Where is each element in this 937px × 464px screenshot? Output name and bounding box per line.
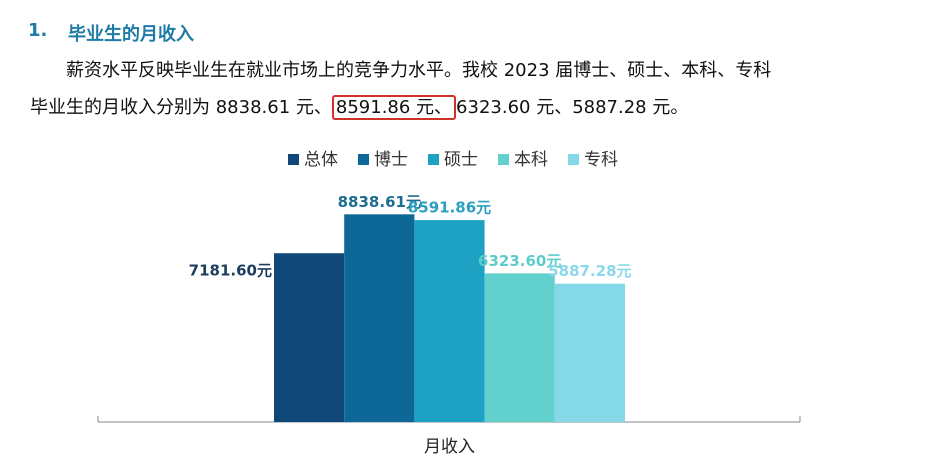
bar [554,283,625,422]
bar [484,273,555,422]
highlight: 8591.86 元、 [331,95,457,120]
legend-label: 博士 [374,150,408,170]
heading-title: 毕业生的月收入 [68,24,194,45]
legend-swatch [358,154,369,165]
legend-swatch [568,154,579,165]
legend-label: 本科 [514,150,548,170]
bar [274,253,345,422]
paragraph-line: 薪资水平反映毕业生在就业市场上的竞争力水平。我校 2023 届博士、硕士、本科、… [66,60,772,81]
text: 6323.60 元、5887.28 元。 [456,97,689,118]
data-label: 7181.60元 [189,262,272,280]
paragraph-line: 毕业生的月收入分别为 8838.61 元、 8591.86 元、 6323.60 元… [30,93,689,120]
x-tick-label: 月收入 [424,437,475,457]
data-label: 8838.61元 [338,193,421,211]
legend-swatch [498,154,509,165]
text: 毕业生的月收入分别为 8838.61 元、 [30,97,332,118]
data-label: 6323.60元 [478,252,561,270]
legend-swatch [288,154,299,165]
legend-label: 硕士 [444,150,478,170]
legend-swatch [428,154,439,165]
legend-label: 总体 [304,150,338,170]
heading-number: 1. [28,20,48,41]
data-label: 8591.86元 [408,199,491,217]
bar [414,220,485,422]
bar [344,214,415,422]
legend-label: 专科 [584,150,618,170]
data-label: 5887.28元 [548,262,631,280]
